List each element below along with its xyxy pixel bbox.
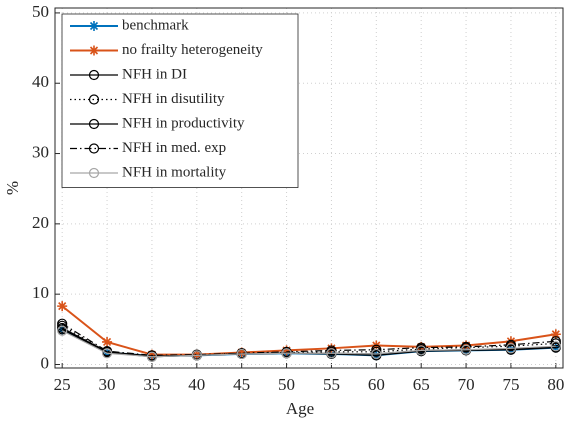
x-tick-label: 30: [99, 375, 116, 394]
marker: [416, 345, 427, 356]
marker: [102, 336, 113, 347]
marker: [326, 345, 337, 356]
legend-marker: [88, 118, 100, 130]
legend-label: NFH in mortality: [122, 164, 227, 180]
x-tick-label: 35: [143, 375, 160, 394]
legend: benchmark no frailty heterogeneity NFH in …: [61, 13, 299, 188]
y-tick-label: 30: [32, 142, 49, 161]
marker: [550, 341, 561, 352]
x-tick-label: 75: [502, 375, 519, 394]
marker: [326, 348, 337, 359]
y-tick-label: 0: [41, 353, 50, 372]
legend-label: NFH in disutility: [122, 91, 225, 107]
x-tick-label: 80: [547, 375, 564, 394]
x-tick-label: 60: [368, 375, 385, 394]
series-line: [61, 323, 556, 356]
x-tick-label: 55: [323, 375, 340, 394]
legend-label: NFH in DI: [122, 66, 187, 82]
legend-box: [61, 13, 299, 188]
series-line: [61, 327, 556, 357]
marker: [505, 343, 517, 354]
legend-label: NFH in med. exp: [122, 140, 226, 156]
marker: [281, 348, 292, 359]
y-axis-label: %: [3, 181, 22, 195]
marker: [236, 348, 247, 360]
legend-label: no frailty heterogeneity: [122, 42, 263, 58]
legend-marker: [88, 143, 100, 154]
legend-marker: [89, 45, 99, 56]
marker: [460, 341, 472, 353]
series-line: [61, 305, 556, 356]
marker: [57, 318, 68, 329]
marker: [236, 347, 247, 358]
y-tick-label: 20: [32, 213, 49, 232]
series-line: [61, 328, 556, 358]
marker: [146, 351, 158, 362]
x-axis-label: Age: [286, 399, 314, 418]
y-tick-label: 50: [32, 2, 49, 21]
marker: [550, 336, 561, 347]
legend-label: NFH in productivity: [122, 115, 245, 131]
x-tick-label: 40: [188, 375, 205, 394]
series-line: [61, 330, 556, 358]
marker: [57, 324, 68, 335]
x-tick-label: 25: [54, 375, 71, 394]
series-line: [61, 325, 556, 357]
marker: [57, 325, 68, 336]
legend-marker: [88, 167, 100, 179]
y-tick-label: 40: [32, 72, 49, 91]
legend-label: benchmark: [122, 17, 189, 33]
x-tick-label: 45: [233, 375, 250, 394]
marker: [146, 349, 157, 360]
y-tick-label: 10: [32, 283, 49, 302]
marker: [505, 339, 517, 350]
marker: [416, 342, 427, 353]
legend-marker: [88, 69, 100, 81]
x-tick-label: 70: [458, 375, 475, 394]
legend-marker: [88, 94, 100, 105]
marker: [101, 348, 113, 359]
plot-frame: [54, 7, 564, 369]
x-tick-label: 50: [278, 375, 295, 394]
marker: [57, 301, 68, 312]
marker: [191, 349, 202, 360]
x-tick-label: 65: [413, 375, 430, 394]
marker: [191, 350, 202, 361]
marker: [550, 329, 561, 340]
legend-marker: [89, 21, 99, 31]
marker: [281, 345, 292, 356]
marker: [371, 348, 382, 360]
marker: [460, 344, 472, 355]
